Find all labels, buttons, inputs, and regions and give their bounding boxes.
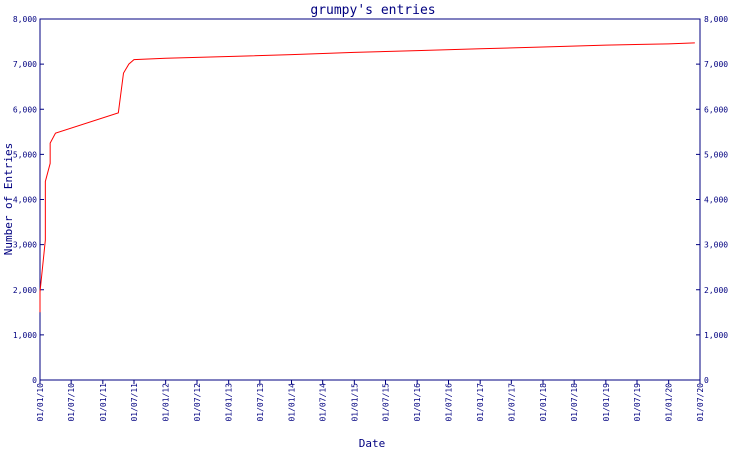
y-tick-label-right: 7,000 — [704, 60, 728, 69]
y-tick-label-left: 2,000 — [13, 286, 37, 295]
line-layer — [39, 42, 695, 313]
x-tick-label: 01/01/18 — [539, 383, 548, 422]
axes-layer — [39, 18, 701, 381]
x-tick-label: 01/07/15 — [381, 383, 390, 422]
ticks-layer: 0 0 1,000 1,000 2,000 2,000 3,000 3,000 4,000 4,0… — [13, 15, 728, 422]
y-tick-label-right: 2,000 — [704, 286, 728, 295]
x-tick-label: 01/01/15 — [350, 383, 359, 422]
y-tick-label-left: 3,000 — [13, 241, 37, 250]
y-tick-label-right: 8,000 — [704, 15, 728, 24]
x-tick-label: 01/01/11 — [99, 383, 108, 422]
x-tick-label: 01/01/13 — [225, 383, 234, 422]
x-tick-label: 01/07/17 — [507, 383, 516, 422]
y-tick-label-left: 6,000 — [13, 105, 37, 114]
y-tick-label-right: 4,000 — [704, 196, 728, 205]
y-tick-label-right: 3,000 — [704, 241, 728, 250]
x-tick-label: 01/07/14 — [319, 383, 328, 422]
x-tick-label: 01/07/19 — [633, 383, 642, 422]
y-axis-title: Number of Entries — [2, 143, 15, 256]
y-tick-label-right: 6,000 — [704, 105, 728, 114]
x-tick-label: 01/07/20 — [696, 383, 705, 422]
x-tick-label: 01/07/12 — [193, 383, 202, 422]
x-tick-label: 01/01/16 — [413, 383, 422, 422]
y-tick-label-left: 4,000 — [13, 196, 37, 205]
x-tick-label: 01/07/18 — [570, 383, 579, 422]
y-tick-label-right: 1,000 — [704, 331, 728, 340]
y-tick-label-left: 5,000 — [13, 150, 37, 159]
y-tick-label-left: 8,000 — [13, 15, 37, 24]
y-tick-label-left: 7,000 — [13, 60, 37, 69]
x-tick-label: 01/01/12 — [162, 383, 171, 422]
x-tick-label: 01/07/10 — [67, 383, 76, 422]
x-tick-label: 01/01/19 — [602, 383, 611, 422]
entries-series-line — [39, 42, 695, 313]
x-tick-label: 01/01/10 — [36, 383, 45, 422]
x-tick-label: 01/01/17 — [476, 383, 485, 422]
y-tick-label-right: 0 — [704, 376, 709, 385]
x-tick-label: 01/07/16 — [444, 383, 453, 422]
x-tick-label: 01/07/11 — [130, 383, 139, 422]
x-tick-label: 01/07/13 — [256, 383, 265, 422]
y-tick-label-left: 0 — [32, 376, 37, 385]
y-tick-label-right: 5,000 — [704, 150, 728, 159]
plot-frame — [39, 18, 701, 381]
x-axis-title: Date — [359, 437, 386, 450]
y-tick-label-left: 1,000 — [13, 331, 37, 340]
x-tick-label: 01/01/20 — [665, 383, 674, 422]
chart-title: grumpy's entries — [310, 3, 435, 18]
x-tick-label: 01/01/14 — [288, 383, 297, 422]
